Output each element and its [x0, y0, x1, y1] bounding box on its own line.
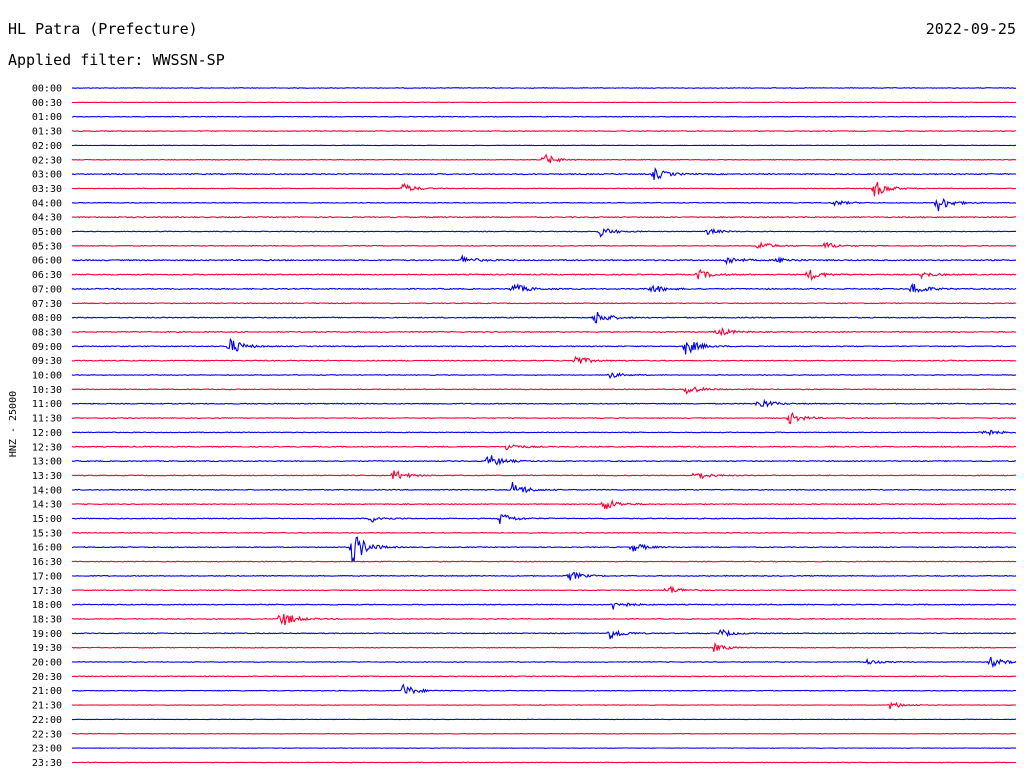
row-time-label: 11:00 [32, 399, 62, 410]
trace-row [71, 628, 1017, 640]
row-time-label: 11:30 [32, 414, 62, 425]
trace-row [71, 282, 1017, 294]
trace-row [71, 482, 1017, 494]
trace-row [71, 386, 1017, 395]
row-time-label: 15:30 [32, 528, 62, 539]
row-time-label: 00:30 [32, 98, 62, 109]
row-time-label: 19:00 [32, 629, 62, 640]
row-time-label: 18:30 [32, 614, 62, 625]
trace-row [71, 197, 1017, 212]
row-time-label: 03:00 [32, 170, 62, 181]
trace-row [71, 355, 1017, 364]
row-time-label: 05:00 [32, 227, 62, 238]
trace-row [71, 326, 1017, 337]
row-time-label: 17:30 [32, 586, 62, 597]
trace-row [71, 585, 1017, 593]
trace-row [71, 268, 1017, 282]
trace-row [71, 444, 1017, 451]
trace-row [71, 641, 1016, 652]
trace-row [71, 761, 1017, 764]
row-time-label: 23:30 [32, 758, 62, 769]
trace-row [71, 499, 1017, 510]
row-time-label: 13:00 [32, 457, 62, 468]
trace-row [71, 115, 1017, 118]
row-time-label: 20:00 [32, 658, 62, 669]
trace-row [71, 337, 1017, 355]
row-time-label: 04:30 [32, 213, 62, 224]
date-label: 2022-09-25 [925, 20, 1016, 38]
trace-row [71, 470, 1016, 480]
row-time-label: 22:00 [32, 715, 62, 726]
row-time-label: 08:00 [32, 313, 62, 324]
trace-row [71, 560, 1017, 563]
trace-row [71, 87, 1017, 89]
row-time-label: 06:00 [32, 256, 62, 267]
row-time-label: 02:00 [32, 141, 62, 152]
trace-row [72, 683, 1017, 695]
station-title: HL Patra (Prefecture) [8, 20, 198, 38]
row-time-label: 09:30 [32, 356, 62, 367]
row-time-label: 22:30 [32, 729, 62, 740]
trace-row [71, 411, 1016, 425]
trace-row [71, 429, 1017, 437]
row-time-label: 17:00 [32, 571, 62, 582]
row-time-label: 19:30 [32, 643, 62, 654]
row-time-label: 20:30 [32, 672, 62, 683]
trace-row [71, 398, 1017, 408]
row-time-label: 21:30 [32, 701, 62, 712]
row-time-label: 01:30 [32, 127, 62, 138]
row-time-label: 08:30 [32, 327, 62, 338]
trace-row [72, 675, 1017, 678]
filter-label: Applied filter: WWSSN-SP [8, 51, 225, 69]
row-time-label: 14:00 [32, 485, 62, 496]
trace-row [71, 130, 1017, 133]
row-time-label: 13:30 [32, 471, 62, 482]
trace-row [71, 536, 1016, 563]
trace-row [71, 571, 1017, 581]
row-time-label: 09:00 [32, 342, 62, 353]
trace-row [71, 215, 1017, 219]
trace-row [71, 302, 1017, 305]
row-time-label: 15:00 [32, 514, 62, 525]
row-time-label: 12:00 [32, 428, 62, 439]
trace-row [71, 254, 1017, 266]
trace-row [71, 701, 1016, 710]
trace-row [71, 227, 1017, 238]
trace-row [71, 531, 1017, 534]
trace-row [71, 656, 1017, 669]
row-time-label: 16:00 [32, 543, 62, 554]
trace-row [71, 311, 1017, 324]
row-time-label: 06:30 [32, 270, 62, 281]
row-time-label: 02:30 [32, 155, 62, 166]
row-time-label: 16:30 [32, 557, 62, 568]
trace-row [71, 182, 1017, 197]
row-time-label: 07:00 [32, 284, 62, 295]
row-time-label: 12:30 [32, 442, 62, 453]
trace-row [71, 602, 1017, 610]
row-time-label: 10:00 [32, 371, 62, 382]
trace-rows: 00:00 00:30 01:00 01:30 02:00 02:30 03:00 03:30… [32, 84, 1017, 769]
row-time-label: 14:30 [32, 500, 62, 511]
trace-row [72, 153, 1017, 164]
row-time-label: 04:00 [32, 198, 62, 209]
trace-row [71, 372, 1017, 380]
row-time-label: 10:30 [32, 385, 62, 396]
row-time-label: 07:30 [32, 299, 62, 310]
trace-row [71, 514, 1017, 525]
row-time-label: 23:00 [32, 744, 62, 755]
trace-row [71, 241, 1017, 250]
trace-row [71, 166, 1017, 180]
row-time-label: 21:00 [32, 686, 62, 697]
row-time-label: 01:00 [32, 112, 62, 123]
trace-row [71, 455, 1017, 466]
row-time-label: 00:00 [32, 84, 62, 95]
row-time-label: 05:30 [32, 241, 62, 252]
y-axis-label: HNZ - 25000 [8, 391, 19, 457]
row-time-label: 18:00 [32, 600, 62, 611]
trace-row [71, 613, 1017, 626]
row-time-label: 03:30 [32, 184, 62, 195]
